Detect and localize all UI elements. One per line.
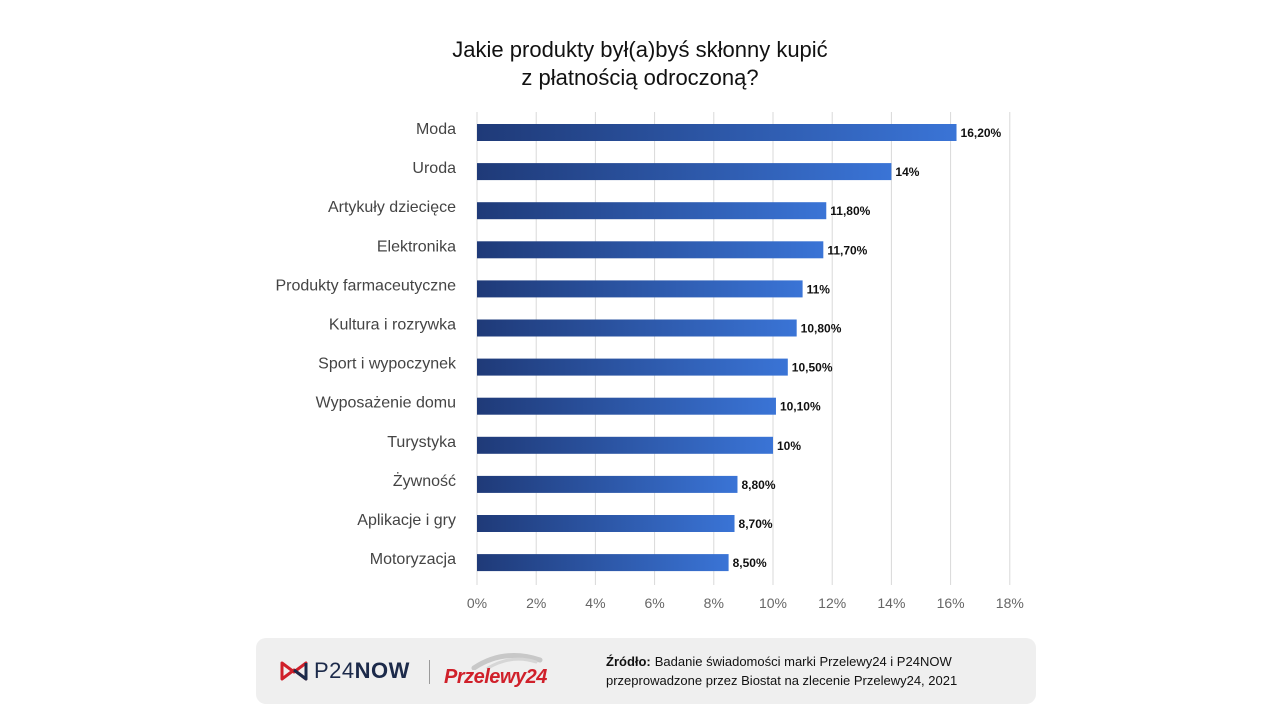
bar (477, 319, 797, 337)
p24now-suffix: NOW (354, 658, 410, 683)
chart-title-line-2: z płatnością odroczoną? (521, 65, 759, 90)
x-axis-ticks: 0% 2% 4% 6% 8% 10% 12% 14% 16% 18% (467, 595, 1024, 611)
category-label: Sport i wypoczynek (318, 356, 457, 373)
value-label: 10% (777, 439, 801, 453)
bar (477, 515, 735, 532)
value-label: 11,80% (830, 204, 870, 218)
category-label: Żywność (393, 471, 456, 490)
source-text: Badanie świadomości marki Przelewy24 i P… (606, 654, 958, 688)
x-tick-label: 14% (877, 595, 905, 611)
bar (477, 241, 824, 259)
bar (477, 202, 827, 220)
x-tick-label: 18% (996, 595, 1024, 611)
category-label: Turystyka (387, 434, 456, 451)
value-label: 14% (895, 165, 919, 179)
category-label: Motoryzacja (370, 551, 456, 568)
value-label: 16,20% (961, 126, 1002, 140)
category-label: Moda (416, 121, 456, 138)
p24now-mark-icon (280, 661, 308, 681)
przelewy24-logo: Przelewy24 (444, 650, 548, 694)
p24now-logo: P24NOW (280, 658, 410, 684)
category-label: Artykuły dziecięce (328, 199, 456, 216)
bar (477, 397, 776, 415)
category-label: Elektronika (377, 238, 456, 255)
source-note: Źródło: Badanie świadomości marki Przelew… (606, 652, 1026, 690)
x-tick-label: 10% (759, 595, 787, 611)
bar (477, 436, 773, 454)
bar (477, 280, 803, 298)
p24now-prefix: P24 (314, 658, 355, 683)
p24now-wordmark: P24NOW (314, 658, 410, 684)
value-labels: 16,20% 14% 11,80% 11,70% 11% 10,80% 10,50% 10,1… (733, 126, 1002, 570)
bars (477, 124, 957, 572)
x-tick-label: 8% (704, 595, 724, 611)
value-label: 10,10% (780, 400, 821, 414)
bar (477, 124, 957, 141)
category-label: Produkty farmaceutyczne (275, 277, 456, 294)
bar (477, 163, 892, 181)
value-label: 8,50% (733, 556, 767, 570)
value-label: 10,80% (801, 322, 842, 336)
category-label: Kultura i rozrywka (329, 317, 456, 334)
value-label: 8,80% (741, 478, 775, 492)
category-label: Wyposażenie domu (316, 395, 456, 412)
przelewy24-wordmark: Przelewy24 (444, 666, 547, 688)
x-tick-label: 6% (644, 595, 664, 611)
category-label: Aplikacje i gry (357, 512, 456, 529)
chart-title-line-1: Jakie produkty był(a)byś skłonny kupić (452, 37, 828, 62)
logo-divider (429, 660, 430, 684)
category-labels: Moda Uroda Artykuły dziecięce Elektronika Pr… (275, 121, 457, 568)
category-label: Uroda (412, 160, 456, 177)
value-label: 11% (807, 282, 831, 296)
source-label: Źródło: (606, 654, 651, 669)
x-tick-label: 4% (585, 595, 605, 611)
bar (477, 554, 729, 572)
value-label: 8,70% (739, 517, 773, 531)
x-tick-label: 12% (818, 595, 846, 611)
value-label: 10,50% (792, 361, 833, 375)
bar (477, 475, 738, 493)
przelewy24-swoosh-icon (471, 653, 543, 670)
bar (477, 358, 788, 376)
x-tick-label: 2% (526, 595, 546, 611)
x-tick-label: 16% (937, 595, 965, 611)
x-tick-label: 0% (467, 595, 487, 611)
footer-panel: P24NOW Przelewy24 Źródło: Badanie świadom… (256, 638, 1036, 704)
value-label: 11,70% (827, 243, 867, 257)
chart-title: Jakie produkty był(a)byś skłonny kupić z… (340, 36, 940, 92)
bar-chart: Moda Uroda Artykuły dziecięce Elektronika Pr… (275, 112, 1024, 611)
grid-lines (476, 112, 1011, 585)
